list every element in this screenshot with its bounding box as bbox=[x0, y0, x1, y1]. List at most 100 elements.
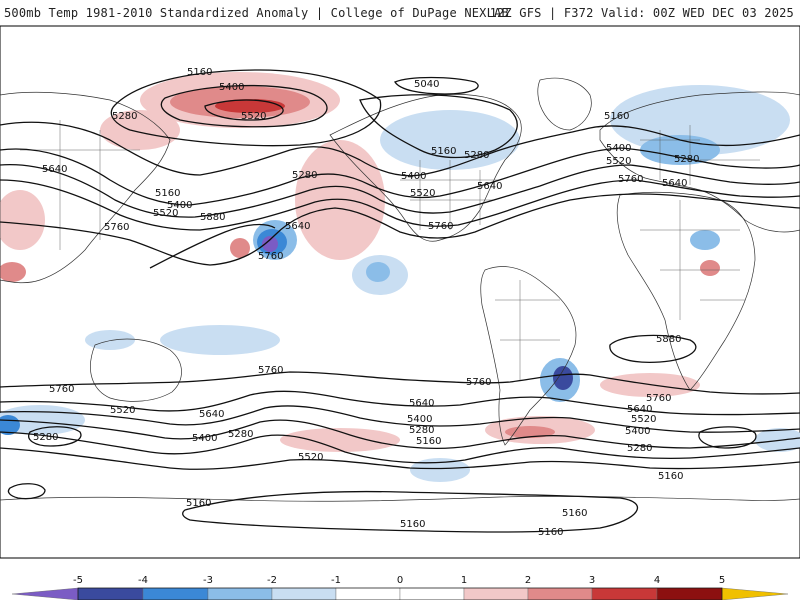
europe-borders bbox=[640, 125, 760, 185]
greenland-coast bbox=[537, 77, 592, 131]
coastlines bbox=[0, 77, 800, 502]
contour-label: 5640 bbox=[285, 221, 310, 232]
warm-anomaly-siberia bbox=[100, 110, 180, 150]
contour-label: 5640 bbox=[627, 404, 652, 415]
contour-label: 5400 bbox=[407, 414, 432, 425]
contour-5040-arctic bbox=[394, 76, 479, 95]
contour-5160-sw-closed bbox=[28, 426, 82, 447]
warm-anomaly-asia bbox=[0, 190, 45, 250]
colorbar-tick: 4 bbox=[654, 575, 660, 586]
contour-label: 5160 bbox=[562, 508, 587, 519]
africa-borders bbox=[640, 200, 745, 320]
contour-5400-nh bbox=[0, 147, 800, 206]
contour-5160-bering bbox=[110, 69, 382, 147]
contour-label: 5160 bbox=[187, 67, 212, 78]
cold-anomaly-npacific-peak bbox=[262, 236, 278, 252]
contour-5760-sh bbox=[0, 371, 800, 395]
contour-label: 5400 bbox=[606, 143, 631, 154]
contour-label: 5160 bbox=[416, 436, 441, 447]
contour-label: 5280 bbox=[228, 429, 253, 440]
contour-label: 5760 bbox=[258, 365, 283, 376]
colorbar-tick: -2 bbox=[267, 575, 277, 586]
cold-anomaly-s-pacific bbox=[410, 458, 470, 482]
eurasia-coast bbox=[599, 91, 800, 233]
contour-5280-sh bbox=[0, 431, 800, 464]
colorbar-segment bbox=[77, 587, 144, 600]
contour-label: 5160 bbox=[155, 188, 180, 199]
colorbar-tick: -1 bbox=[331, 575, 341, 586]
colorbar-segment bbox=[527, 587, 593, 600]
contour-label: 5760 bbox=[618, 174, 643, 185]
contour-label: 5520 bbox=[606, 156, 631, 167]
colorbar-tick: -5 bbox=[73, 575, 83, 586]
contour-label: 5400 bbox=[401, 171, 426, 182]
cold-anomaly-w-pacific bbox=[160, 325, 280, 355]
contour-label: 5160 bbox=[538, 527, 563, 538]
cold-anomaly-south-atlantic-core bbox=[553, 366, 573, 390]
contour-5640-sh bbox=[0, 390, 800, 416]
contour-label: 5280 bbox=[112, 111, 137, 122]
contour-label: 5160 bbox=[431, 146, 456, 157]
contour-label: 5760 bbox=[258, 251, 283, 262]
contour-5280-nh bbox=[0, 121, 800, 177]
cold-anomaly-indonesia bbox=[85, 330, 135, 350]
contour-label: 5400 bbox=[219, 82, 244, 93]
contour-label: 5640 bbox=[409, 398, 434, 409]
map-title: 500mb Temp 1981-2010 Standardized Anomal… bbox=[4, 6, 509, 20]
warm-anomaly-africa bbox=[700, 260, 720, 276]
contour-label: 5880 bbox=[656, 334, 681, 345]
colorbar-tick: -3 bbox=[203, 575, 213, 586]
height-contours bbox=[0, 69, 800, 533]
cold-anomaly-tropical-pacific-core bbox=[366, 262, 390, 282]
run-info: 12Z GFS | F372 Valid: 00Z WED DEC 03 202… bbox=[489, 6, 794, 20]
contour-label: 5640 bbox=[662, 178, 687, 189]
contour-label: 5280 bbox=[464, 150, 489, 161]
contour-5160-se-closed bbox=[698, 426, 757, 449]
colorbar-tick: 0 bbox=[397, 575, 403, 586]
contour-label: 5160 bbox=[604, 111, 629, 122]
contour-label: 5880 bbox=[200, 212, 225, 223]
colorbar-segment bbox=[207, 587, 273, 600]
colorbar-tick: 2 bbox=[525, 575, 531, 586]
warm-anomaly-bering-peak bbox=[215, 99, 285, 113]
contour-label: 5640 bbox=[199, 409, 224, 420]
contour-label: 5280 bbox=[292, 170, 317, 181]
warm-anomaly-npacific bbox=[295, 140, 385, 260]
contour-5160-arctic bbox=[359, 94, 518, 159]
south-america-coast bbox=[480, 266, 577, 446]
cold-anomaly-europe bbox=[610, 85, 790, 155]
colorbar-segment bbox=[271, 587, 337, 600]
contour-5640-nh bbox=[0, 179, 800, 231]
contour-label: 5760 bbox=[646, 393, 671, 404]
contour-label: 5040 bbox=[414, 79, 439, 90]
contour-5520-nh bbox=[0, 163, 800, 218]
colorbar-segment bbox=[399, 587, 465, 600]
contour-5160-sh bbox=[0, 447, 800, 470]
colorbar-highend-triangle bbox=[721, 587, 789, 600]
contour-5400-bering bbox=[160, 84, 328, 128]
contour-label: 5520 bbox=[410, 188, 435, 199]
contour-label: 5520 bbox=[631, 414, 656, 425]
contour-5880-africa bbox=[609, 334, 697, 363]
contour-label: 5400 bbox=[167, 200, 192, 211]
contour-5160-antarctic bbox=[182, 490, 639, 533]
contour-label: 5400 bbox=[625, 426, 650, 437]
asia-west-coast bbox=[0, 91, 171, 284]
south-america-borders bbox=[495, 280, 560, 380]
contour-label: 5760 bbox=[428, 221, 453, 232]
colorbar-tick: 1 bbox=[461, 575, 467, 586]
colorbar-segment bbox=[142, 587, 209, 600]
colorbar-lowend-triangle bbox=[11, 587, 79, 600]
contour-label: 5760 bbox=[49, 384, 74, 395]
colorbar-segment bbox=[591, 587, 658, 600]
warm-anomaly-s-pacific bbox=[280, 428, 400, 452]
contour-label: 5280 bbox=[627, 443, 652, 454]
contour-5520-bering bbox=[204, 99, 284, 121]
contour-5760-nh bbox=[0, 193, 800, 266]
contour-label: 5400 bbox=[192, 433, 217, 444]
contour-label: 5640 bbox=[42, 164, 67, 175]
colorbar-outline bbox=[77, 587, 723, 600]
colorbar-segment bbox=[463, 587, 529, 600]
contour-label: 5160 bbox=[186, 498, 211, 509]
contour-label: 5160 bbox=[658, 471, 683, 482]
